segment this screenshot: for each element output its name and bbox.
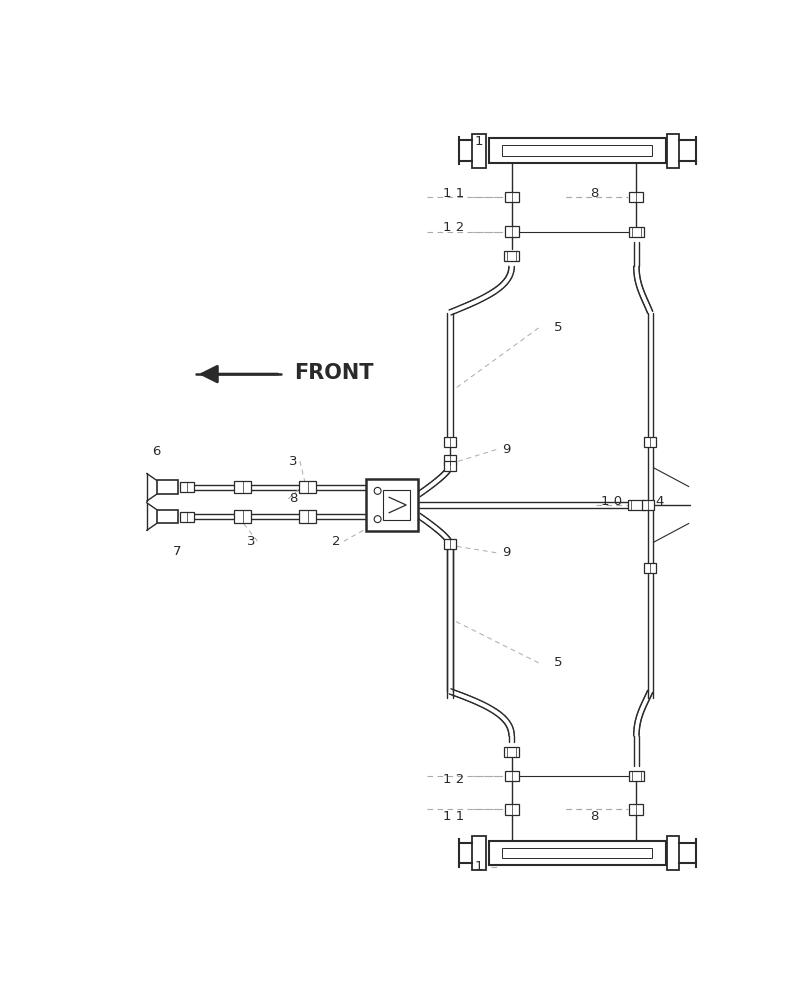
- Bar: [488, 138, 665, 163]
- Circle shape: [374, 516, 380, 523]
- Text: 1: 1: [474, 135, 483, 148]
- Bar: [444, 455, 456, 465]
- Text: 9: 9: [501, 443, 510, 456]
- Bar: [504, 226, 518, 237]
- Bar: [641, 500, 654, 510]
- Bar: [298, 481, 315, 493]
- Bar: [501, 145, 651, 156]
- Text: 1 1: 1 1: [443, 810, 464, 823]
- Bar: [504, 747, 519, 757]
- Bar: [157, 480, 178, 494]
- Text: 8: 8: [289, 492, 297, 505]
- Bar: [504, 251, 519, 261]
- Bar: [179, 482, 193, 492]
- Bar: [627, 500, 644, 510]
- Text: 4: 4: [654, 495, 663, 508]
- Text: 8: 8: [590, 187, 599, 200]
- Bar: [643, 563, 655, 573]
- Text: 1 1: 1 1: [443, 187, 464, 200]
- Bar: [298, 510, 315, 523]
- Text: FRONT: FRONT: [294, 363, 374, 383]
- Bar: [629, 192, 642, 202]
- Bar: [667, 134, 679, 168]
- Bar: [472, 134, 486, 168]
- Bar: [234, 510, 251, 523]
- Bar: [234, 481, 251, 493]
- Bar: [504, 192, 518, 202]
- Text: 7: 7: [172, 545, 181, 558]
- Text: 5: 5: [553, 321, 561, 334]
- Bar: [501, 848, 651, 858]
- Bar: [382, 490, 410, 520]
- Bar: [504, 771, 518, 781]
- Text: 1 2: 1 2: [443, 773, 464, 786]
- Text: 1 2: 1 2: [443, 221, 464, 234]
- Bar: [643, 437, 655, 447]
- Bar: [157, 510, 178, 523]
- Circle shape: [374, 487, 380, 494]
- Text: 1 0: 1 0: [600, 495, 621, 508]
- Bar: [444, 437, 456, 447]
- Bar: [179, 512, 193, 522]
- Bar: [444, 539, 456, 549]
- Text: 3: 3: [247, 535, 255, 548]
- Bar: [628, 771, 643, 781]
- Text: 9: 9: [501, 546, 510, 559]
- Text: 5: 5: [553, 656, 561, 669]
- Bar: [629, 804, 642, 815]
- Bar: [444, 461, 456, 471]
- Text: 1: 1: [474, 860, 483, 873]
- Text: 8: 8: [590, 810, 599, 823]
- Text: 6: 6: [152, 445, 160, 458]
- Bar: [366, 479, 418, 531]
- Bar: [472, 836, 486, 870]
- Text: 2: 2: [332, 535, 340, 548]
- Bar: [488, 841, 665, 865]
- Bar: [628, 227, 643, 237]
- Text: 3: 3: [289, 455, 297, 468]
- Bar: [504, 804, 518, 815]
- Bar: [667, 836, 679, 870]
